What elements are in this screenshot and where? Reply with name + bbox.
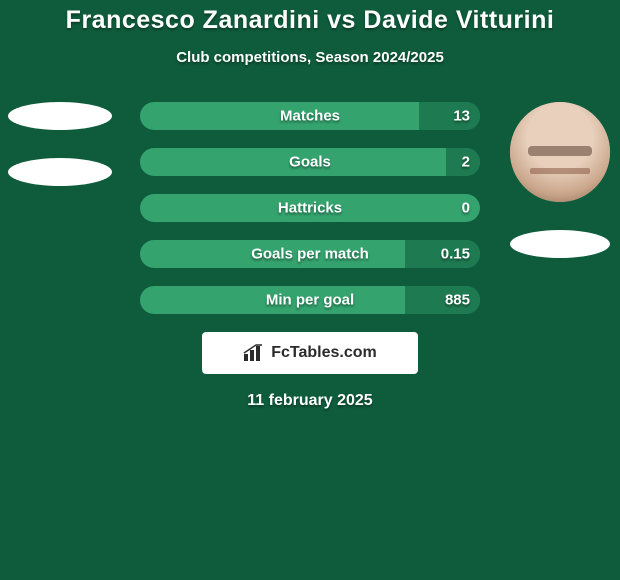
stat-value-right: 0.15 — [441, 246, 470, 263]
stat-bars: Matches 13 Goals 2 Hattricks 0 Goals per match… — [140, 102, 480, 314]
right-player-column — [500, 102, 620, 258]
stat-value-right: 2 — [462, 154, 470, 171]
stat-label: Goals — [289, 154, 331, 171]
page-subtitle: Club competitions, Season 2024/2025 — [0, 49, 620, 66]
content-area: Matches 13 Goals 2 Hattricks 0 Goals per match… — [0, 102, 620, 410]
stat-label: Goals per match — [251, 246, 369, 263]
page-title: Francesco Zanardini vs Davide Vitturini — [0, 6, 620, 35]
stat-label: Min per goal — [266, 292, 354, 309]
right-player-photo — [510, 102, 610, 202]
stat-label: Matches — [280, 108, 340, 125]
brand-text: FcTables.com — [271, 344, 377, 362]
stat-row: Goals per match 0.15 — [140, 240, 480, 268]
stat-row: Goals 2 — [140, 148, 480, 176]
comparison-card: Francesco Zanardini vs Davide Vitturini … — [0, 0, 620, 580]
date-text: 11 february 2025 — [0, 392, 620, 410]
stat-row: Min per goal 885 — [140, 286, 480, 314]
stat-row: Matches 13 — [140, 102, 480, 130]
brand-badge: FcTables.com — [202, 332, 418, 374]
stat-value-right: 885 — [445, 292, 470, 309]
left-club-badge-placeholder — [8, 158, 112, 186]
stat-row: Hattricks 0 — [140, 194, 480, 222]
stat-fill-right — [419, 102, 480, 130]
left-player-column — [0, 102, 120, 186]
stat-label: Hattricks — [278, 200, 342, 217]
stat-value-right: 0 — [462, 200, 470, 217]
stat-value-right: 13 — [453, 108, 470, 125]
left-player-photo-placeholder — [8, 102, 112, 130]
right-club-badge-placeholder — [510, 230, 610, 258]
brand-bars-icon — [243, 344, 265, 362]
